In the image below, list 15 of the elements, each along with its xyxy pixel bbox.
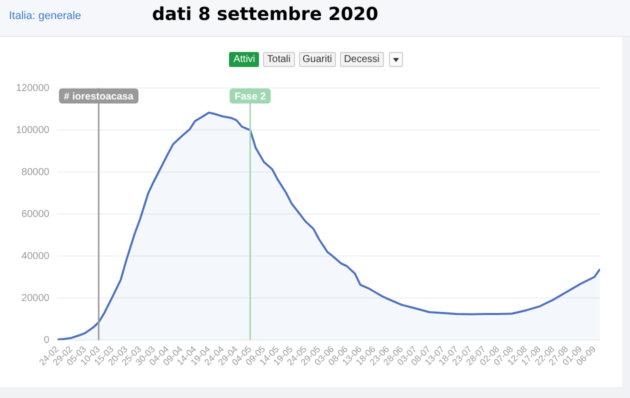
y-tick-label: 80000 xyxy=(22,166,50,178)
text: Decessi xyxy=(340,52,384,67)
y-tick-label: 40000 xyxy=(22,250,50,262)
ref-line-label: # iorestoacasa xyxy=(64,91,134,102)
text: Totali xyxy=(263,52,294,67)
chart-title: dati 8 settembre 2020 xyxy=(152,4,378,25)
y-tick-label: 60000 xyxy=(22,208,50,220)
ref-line-label: Fase 2 xyxy=(234,91,266,102)
y-tick-label: 0 xyxy=(44,334,50,346)
y-tick-label: 20000 xyxy=(22,292,50,304)
y-tick-label: 100000 xyxy=(16,124,50,136)
text: Guariti xyxy=(298,52,336,67)
y-tick-label: 120000 xyxy=(16,82,50,94)
text: Attivi xyxy=(229,52,260,67)
chart-subtitle: Italia: generale xyxy=(9,10,82,22)
